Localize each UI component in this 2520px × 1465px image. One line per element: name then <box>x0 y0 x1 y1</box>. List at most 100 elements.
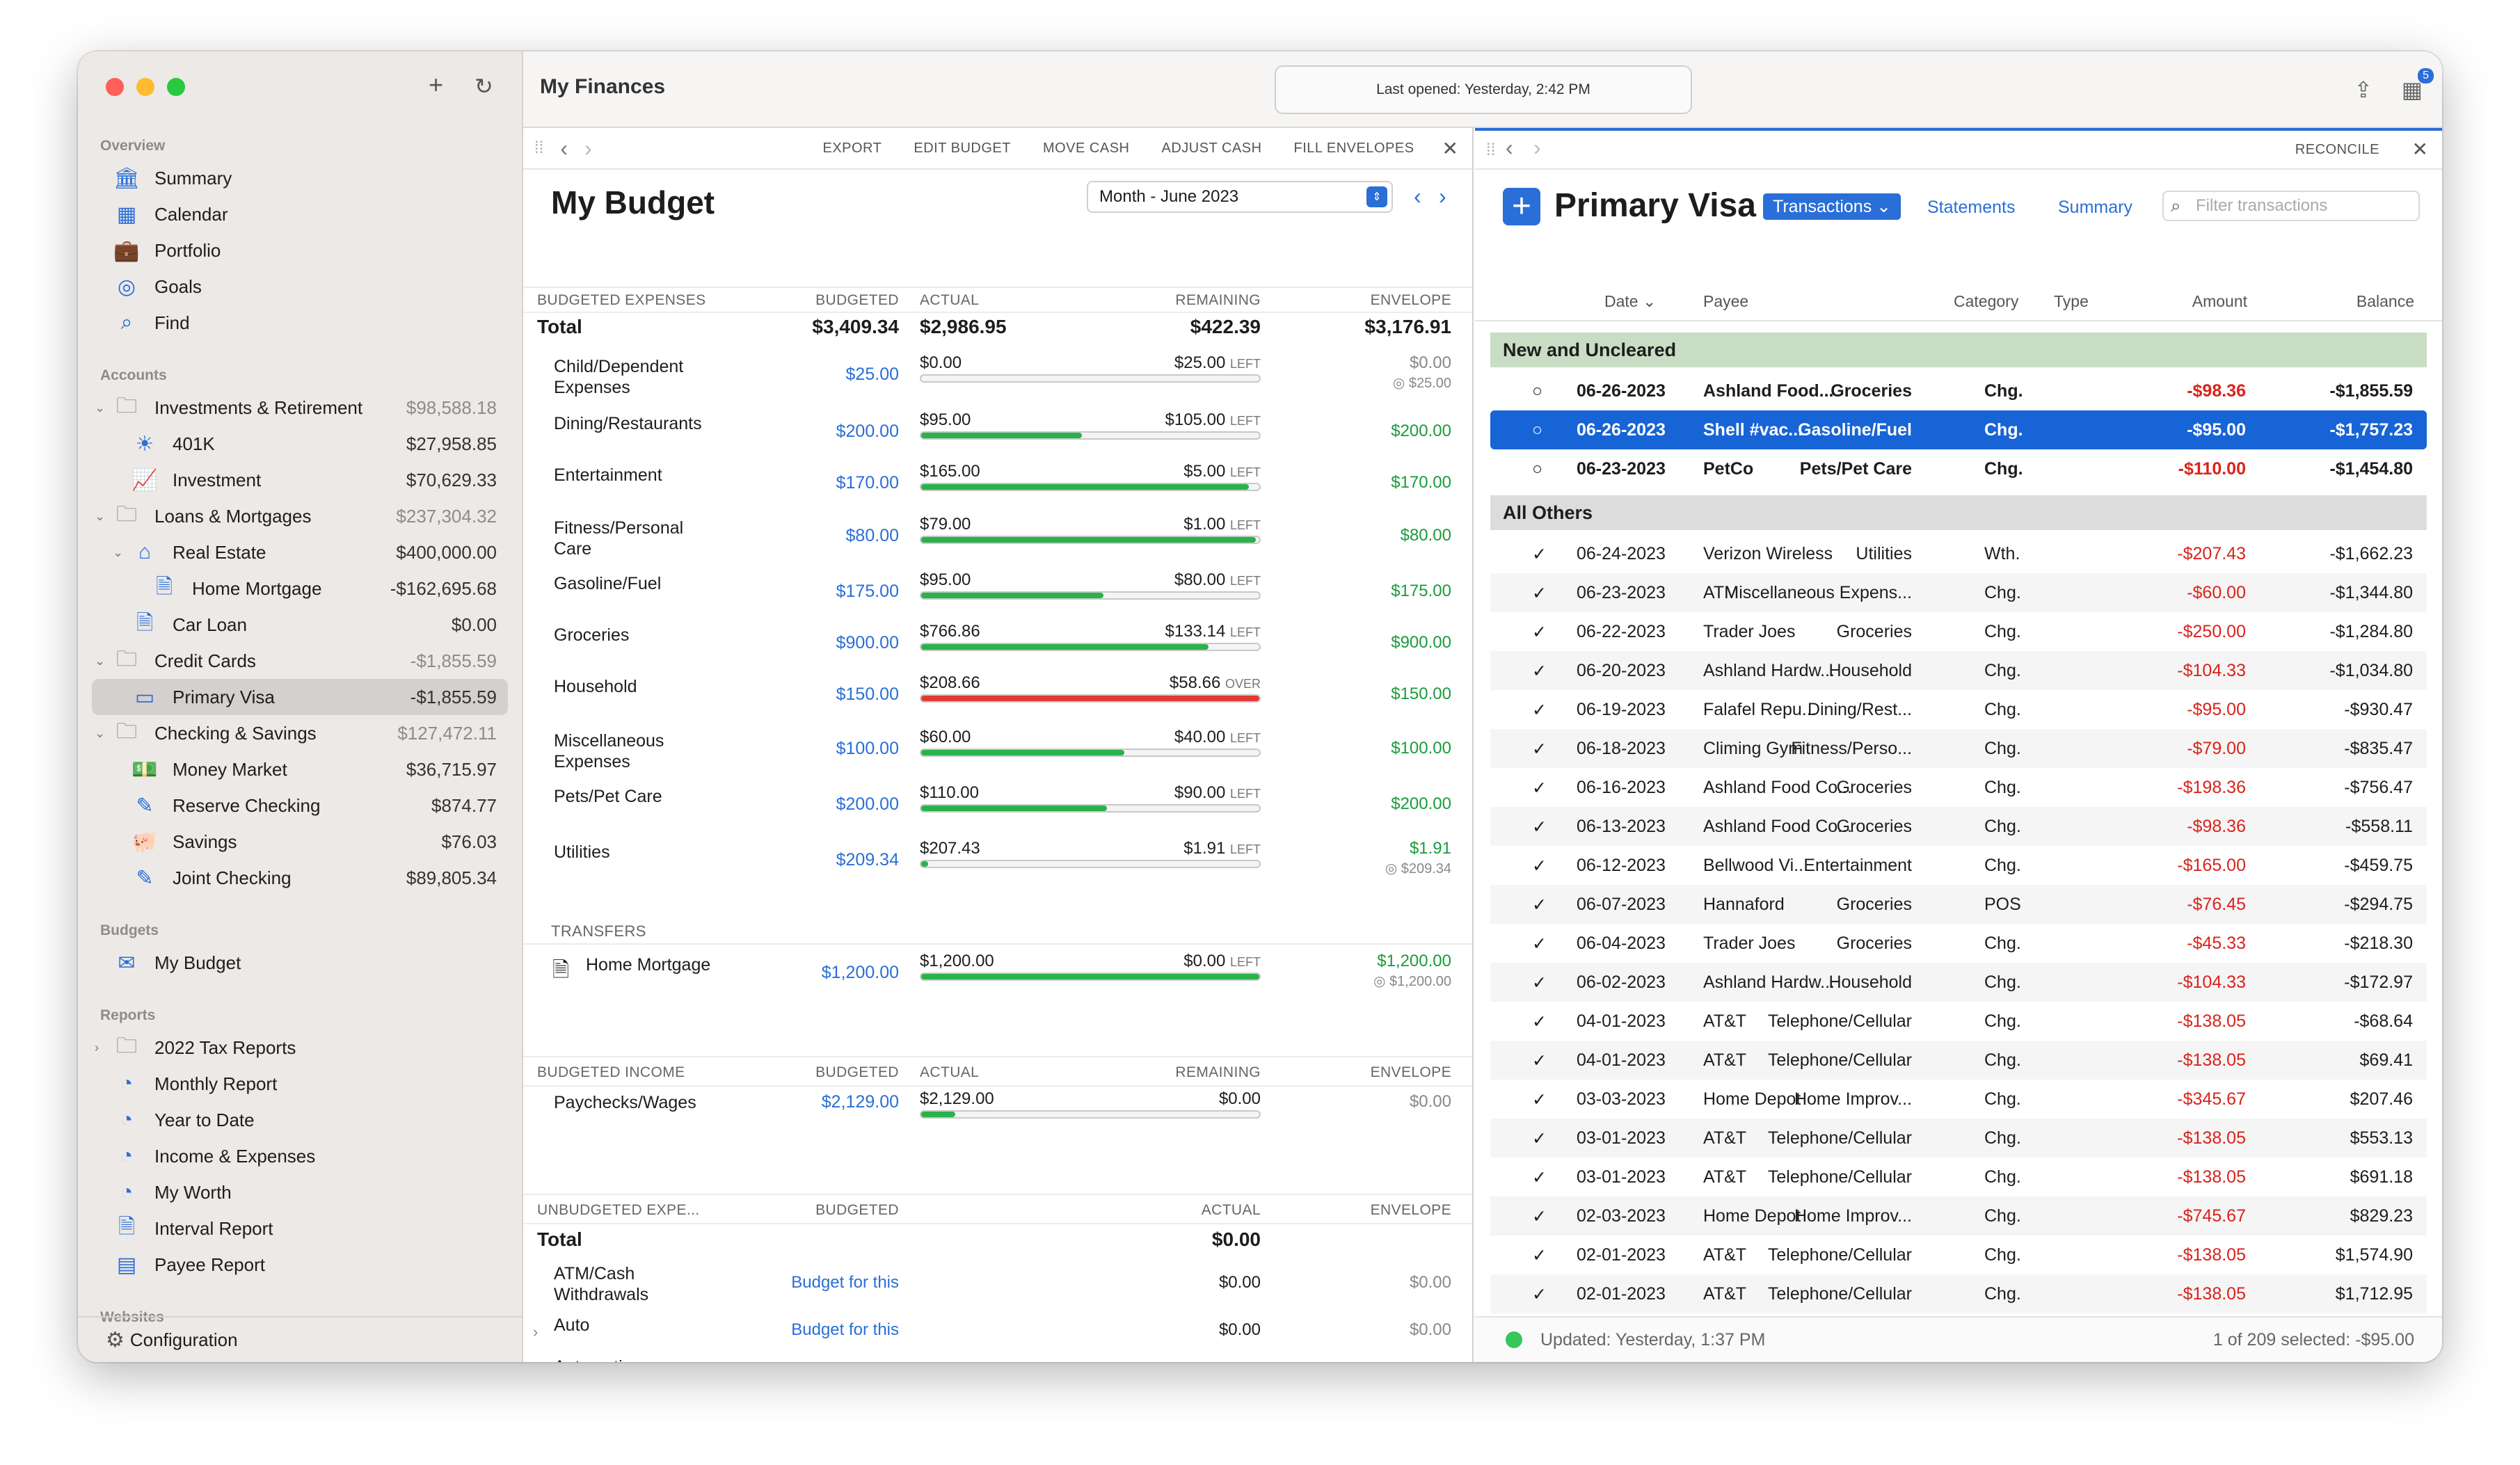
status-icon[interactable]: ✓ <box>1532 1012 1547 1032</box>
transaction-row[interactable]: ✓ 06-13-2023 Ashland Food Co... Groceries Ch… <box>1490 807 2427 846</box>
budget-row[interactable]: Utilities $209.34 $207.43 $1.91 LEFT $1.91 ◎ … <box>523 835 1472 889</box>
drag-handle-icon[interactable]: ⁞⁞ <box>534 138 544 157</box>
budget-for-this-link[interactable]: Budget for this <box>791 1320 899 1339</box>
status-icon[interactable]: ✓ <box>1532 1207 1547 1226</box>
unbudgeted-row[interactable]: ATM/Cash Withdrawals Budget for this $0.00… <box>523 1263 1472 1305</box>
status-icon[interactable]: ✓ <box>1532 1246 1547 1265</box>
move-cash-button[interactable]: MOVE CASH <box>1042 140 1130 156</box>
transaction-row[interactable]: ✓ 02-03-2023 Home Depot Home Improv... Chg. -… <box>1490 1196 2427 1235</box>
add-icon[interactable]: + <box>429 70 444 99</box>
budget-for-this-link[interactable]: Budget for this <box>791 1273 899 1292</box>
next-period-icon[interactable]: › <box>1439 184 1446 209</box>
unbudgeted-row[interactable]: › Auto Budget for this $0.00 $0.00 <box>523 1315 1472 1356</box>
budget-row[interactable]: Gasoline/Fuel $175.00 $95.00 $80.00 LEFT $17… <box>523 566 1472 621</box>
status-icon[interactable]: ✓ <box>1532 973 1547 993</box>
sidebar-item-reserve-checking[interactable]: ✎ Reserve Checking $874.77 <box>92 787 508 824</box>
sidebar-item-portfolio[interactable]: 💼 Portfolio <box>92 232 508 269</box>
transaction-row[interactable]: ✓ 03-01-2023 AT&T Telephone/Cellular Chg. -$1… <box>1490 1119 2427 1158</box>
status-icon[interactable]: ✓ <box>1532 701 1547 720</box>
chevron-down-icon[interactable]: ⌄ <box>95 653 106 668</box>
close-icon[interactable]: ✕ <box>1442 137 1458 159</box>
reconcile-button[interactable]: RECONCILE <box>2295 142 2379 157</box>
transaction-row[interactable]: ✓ 06-19-2023 Falafel Repu... Dining/Rest...… <box>1490 690 2427 729</box>
status-icon[interactable]: ✓ <box>1532 856 1547 876</box>
status-icon[interactable]: ✓ <box>1532 934 1547 954</box>
budgeted-amount[interactable]: $200.00 <box>836 422 899 441</box>
share-icon[interactable]: ⇪ <box>2354 77 2373 102</box>
chevron-right-icon[interactable]: › <box>533 1323 539 1340</box>
tab-statements[interactable]: Statements <box>1927 198 2016 217</box>
status-icon[interactable]: ✓ <box>1532 545 1547 564</box>
sidebar-item-calendar[interactable]: ▦ Calendar <box>92 196 508 232</box>
budget-row[interactable]: Household $150.00 $208.66 $58.66 OVER $150.0… <box>523 669 1472 723</box>
sidebar-item-investments-retirement[interactable]: ⌄ 🗀 Investments & Retirement $98,588.18 <box>92 390 508 426</box>
col-type[interactable]: Type <box>2054 292 2089 310</box>
status-icon[interactable]: ✓ <box>1532 1051 1547 1071</box>
chevron-down-icon[interactable]: ⌄ <box>95 400 106 415</box>
sidebar-item-real-estate[interactable]: ⌄ ⌂ Real Estate $400,000.00 <box>92 534 508 570</box>
budgeted-amount[interactable]: $1,200.00 <box>821 963 899 982</box>
budget-row[interactable]: Entertainment $170.00 $165.00 $5.00 LEFT $17… <box>523 458 1472 512</box>
budgeted-amount[interactable]: $170.00 <box>836 473 899 493</box>
budgeted-amount[interactable]: $200.00 <box>836 794 899 814</box>
sidebar-item-credit-cards[interactable]: ⌄ 🗀 Credit Cards -$1,855.59 <box>92 643 508 679</box>
budget-row[interactable]: Groceries $900.00 $766.86 $133.14 LEFT $900.… <box>523 618 1472 672</box>
col-balance[interactable]: Balance <box>2356 292 2414 310</box>
status-icon[interactable]: ○ <box>1532 381 1543 401</box>
budget-row[interactable]: Fitness/Personal Care $80.00 $79.00 $1.00 L… <box>523 511 1472 565</box>
status-icon[interactable]: ✓ <box>1532 817 1547 837</box>
transaction-row[interactable]: ○ 06-26-2023 Shell #vac... Gasoline/Fuel Chg… <box>1490 410 2427 449</box>
budgeted-amount[interactable]: $150.00 <box>836 685 899 704</box>
add-transaction-button[interactable]: + <box>1503 188 1540 225</box>
sidebar-item-joint-checking[interactable]: ✎ Joint Checking $89,805.34 <box>92 860 508 896</box>
col-date[interactable]: Date ⌄ <box>1604 292 1656 311</box>
chevron-down-icon[interactable]: ⌄ <box>113 545 124 559</box>
sidebar-item-investment[interactable]: 📈 Investment $70,629.33 <box>92 462 508 498</box>
close-window-button[interactable] <box>106 78 124 96</box>
forward-icon[interactable]: › <box>1533 135 1541 160</box>
transaction-row[interactable]: ✓ 06-18-2023 Climing Gym Fitness/Perso... Ch… <box>1490 729 2427 768</box>
drag-handle-icon[interactable]: ⁞⁞ <box>1486 141 1496 159</box>
transaction-row[interactable]: ✓ 06-02-2023 Ashland Hardw... Household Chg.… <box>1490 963 2427 1002</box>
col-payee[interactable]: Payee <box>1703 292 1749 310</box>
sidebar-item-interval-report[interactable]: 🗎 Interval Report <box>92 1210 508 1247</box>
budgeted-amount[interactable]: $175.00 <box>836 582 899 601</box>
budgeted-amount[interactable]: $80.00 <box>845 526 899 545</box>
transaction-row[interactable]: ✓ 03-03-2023 Home Depot Home Improv... Chg. -… <box>1490 1080 2427 1119</box>
status-icon[interactable]: ✓ <box>1532 623 1547 642</box>
budget-row[interactable]: Child/Dependent Expenses $25.00 $0.00 $25.0… <box>523 349 1472 403</box>
sidebar-item-primary-visa[interactable]: ▭ Primary Visa -$1,855.59 <box>92 679 508 715</box>
col-category[interactable]: Category <box>1954 292 2019 310</box>
sidebar-item-my-worth[interactable]: ◔ My Worth <box>92 1174 508 1210</box>
transaction-row[interactable]: ✓ 06-12-2023 Bellwood Vi... Entertainment Ch… <box>1490 846 2427 885</box>
edit-budget-button[interactable]: EDIT BUDGET <box>914 140 1011 156</box>
status-icon[interactable]: ✓ <box>1532 895 1547 915</box>
transaction-row[interactable]: ✓ 04-01-2023 AT&T Telephone/Cellular Chg. -$1… <box>1490 1002 2427 1041</box>
sidebar-item-loans-mortgages[interactable]: ⌄ 🗀 Loans & Mortgages $237,304.32 <box>92 498 508 534</box>
transaction-row[interactable]: ✓ 04-01-2023 AT&T Telephone/Cellular Chg. -$1… <box>1490 1041 2427 1080</box>
status-icon[interactable]: ✓ <box>1532 778 1547 798</box>
budget-row[interactable]: Home Mortgage $1,200.00 $1,200.00 $0.00 LEF… <box>523 947 1472 1002</box>
sidebar-item-savings[interactable]: 🐖 Savings $76.03 <box>92 824 508 860</box>
sidebar-item-2022-tax-reports[interactable]: › 🗀 2022 Tax Reports <box>92 1030 508 1066</box>
status-icon[interactable]: ○ <box>1532 420 1543 440</box>
status-icon[interactable]: ○ <box>1532 459 1543 479</box>
transaction-row[interactable]: ✓ 06-07-2023 Hannaford Groceries POS -$76.45 -… <box>1490 885 2427 924</box>
tab-summary[interactable]: Summary <box>2058 198 2132 217</box>
sidebar-item-income-expenses[interactable]: ◔ Income & Expenses <box>92 1138 508 1174</box>
income-budgeted[interactable]: $2,129.00 <box>821 1092 899 1112</box>
budget-row[interactable]: Pets/Pet Care $200.00 $110.00 $90.00 LEFT $2… <box>523 779 1472 833</box>
export-button[interactable]: EXPORT <box>822 140 882 156</box>
transaction-row[interactable]: ✓ 02-01-2023 AT&T Telephone/Cellular Chg. -$1… <box>1490 1274 2427 1313</box>
chevron-down-icon[interactable]: ⌄ <box>95 509 106 523</box>
unbudgeted-row[interactable]: Automotive MaintenanceBudget for this$0.… <box>523 1356 1472 1362</box>
sidebar-item-summary[interactable]: 🏛 Summary <box>92 160 508 196</box>
zoom-window-button[interactable] <box>167 78 185 96</box>
status-icon[interactable]: ✓ <box>1532 1168 1547 1187</box>
sidebar-item-payee-report[interactable]: ▤ Payee Report <box>92 1247 508 1283</box>
budgeted-amount[interactable]: $25.00 <box>845 365 899 384</box>
budget-row[interactable]: Miscellaneous Expenses $100.00 $60.00 $40.0… <box>523 723 1472 778</box>
sidebar-item-401k[interactable]: ☀ 401K $27,958.85 <box>92 426 508 462</box>
adjust-cash-button[interactable]: ADJUST CASH <box>1161 140 1262 156</box>
status-icon[interactable]: ✓ <box>1532 1129 1547 1148</box>
